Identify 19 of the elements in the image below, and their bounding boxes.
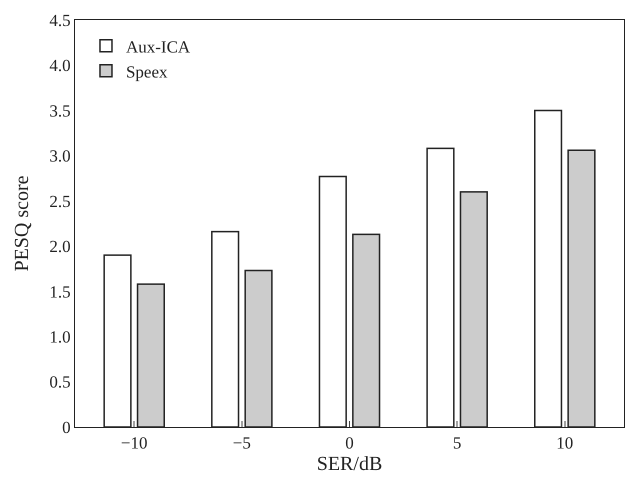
y-tick-label: 2.0 — [49, 237, 71, 256]
y-tick-label: 1.0 — [49, 328, 71, 347]
y-tick-label: 4.0 — [49, 56, 71, 76]
x-tick-label: −10 — [120, 433, 148, 452]
y-tick-label: 0.5 — [49, 372, 71, 392]
y-tick-label: 3.5 — [49, 101, 71, 120]
y-tick-label: 1.5 — [49, 282, 71, 302]
y-tick-label: 3.0 — [49, 146, 71, 166]
x-tick-label: 5 — [452, 433, 462, 452]
y-tick-label: 2.5 — [49, 192, 71, 211]
x-axis-title: SER/dB — [316, 452, 382, 475]
legend-label: Aux-ICA — [126, 37, 191, 56]
legend-label: Speex — [126, 62, 168, 82]
y-tick-label: 4.5 — [49, 10, 71, 30]
x-tick-label: −5 — [232, 433, 251, 452]
x-tick-label: 0 — [345, 433, 354, 452]
y-tick-label: 0 — [62, 418, 71, 437]
x-tick-label: 10 — [556, 433, 574, 452]
y-axis-title: PESQ score — [10, 175, 33, 272]
